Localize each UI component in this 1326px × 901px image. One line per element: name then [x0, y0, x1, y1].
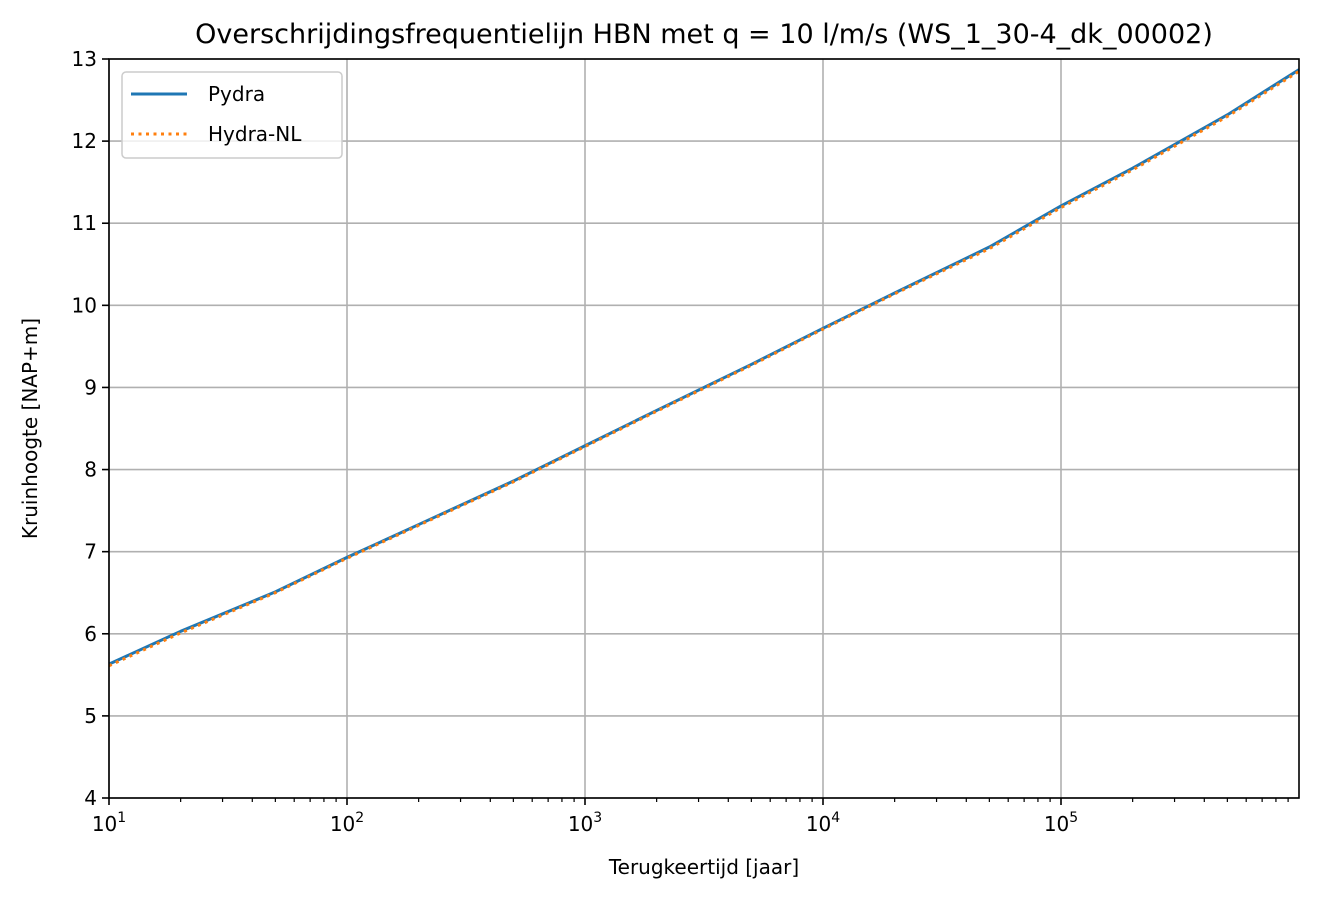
y-tick-label: 9: [84, 375, 97, 399]
x-axis-label: Terugkeertijd [jaar]: [608, 855, 799, 879]
y-axis-label: Kruinhoogte [NAP+m]: [18, 318, 42, 539]
y-tick-label: 7: [84, 540, 97, 564]
y-tick-label: 5: [84, 704, 97, 728]
y-tick-label: 11: [72, 211, 97, 235]
x-tick-label: 102: [330, 810, 364, 836]
series-line-hydra-nl: [108, 70, 1300, 668]
legend: Pydra Hydra-NL: [121, 71, 343, 159]
x-tick-label: 101: [92, 810, 126, 836]
x-tick-label: 104: [806, 810, 840, 836]
y-tick-label: 13: [72, 47, 97, 71]
y-tick-label: 12: [72, 129, 97, 153]
plot-lines: [108, 68, 1300, 668]
legend-label-hydra-nl: Hydra-NL: [208, 122, 302, 146]
y-tick-label: 4: [84, 786, 97, 810]
plot-frame: [108, 58, 1300, 799]
axis-ticks: 101 102 103 104 105 4 5 6 7 8 9 10 11 12 13: [72, 47, 1289, 836]
y-tick-label: 6: [84, 622, 97, 646]
y-tick-label: 8: [84, 458, 97, 482]
chart-title: Overschrijdingsfrequentielijn HBN met q …: [195, 19, 1213, 50]
x-tick-label: 103: [568, 810, 602, 836]
series-line-pydra: [108, 68, 1300, 666]
y-tick-label: 10: [72, 293, 97, 317]
legend-label-pydra: Pydra: [208, 82, 265, 106]
x-tick-label: 105: [1044, 810, 1078, 836]
